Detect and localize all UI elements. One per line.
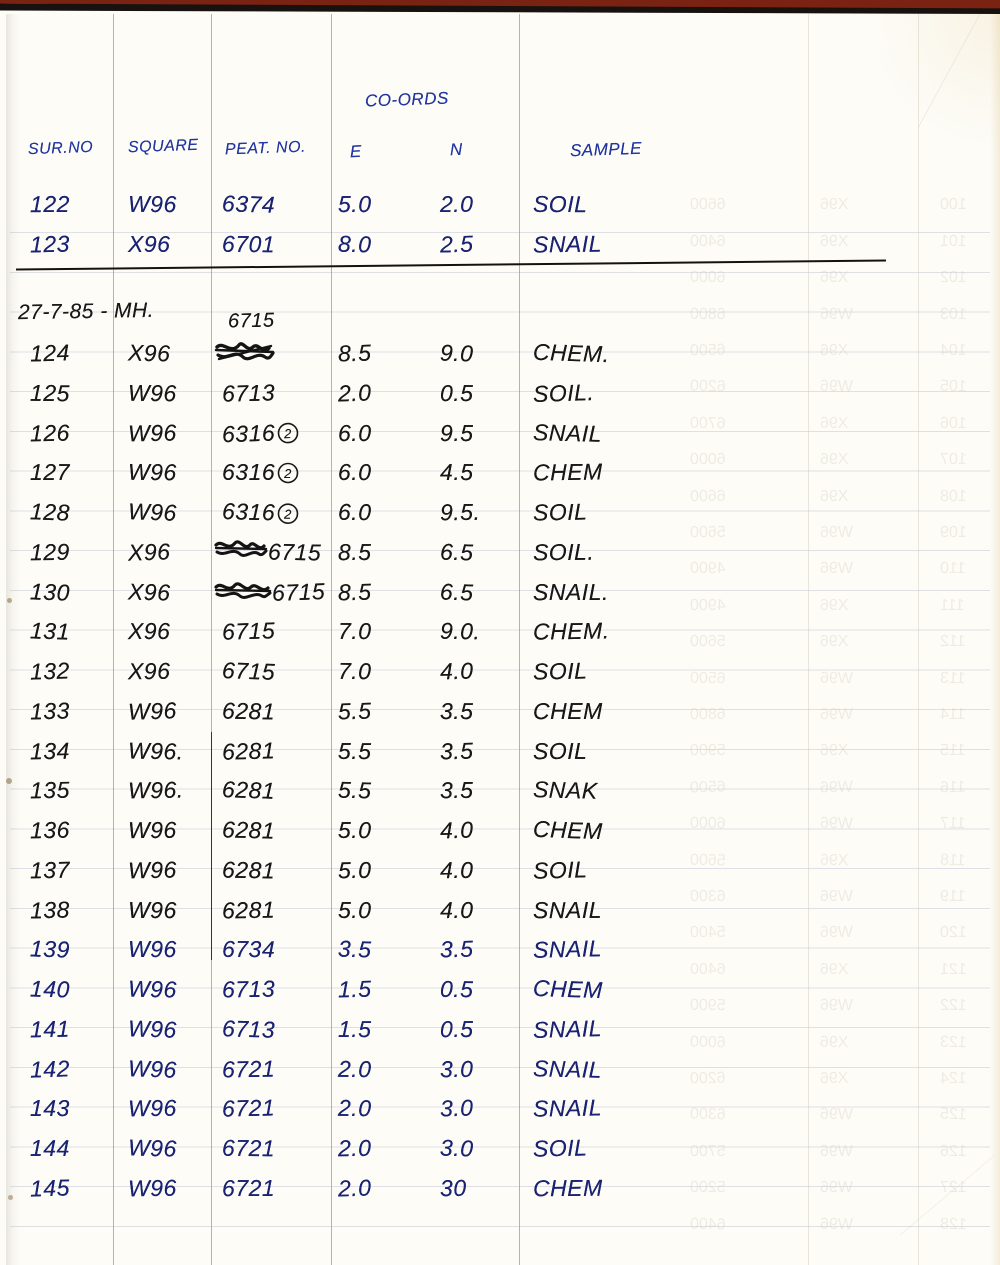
svg-text:2: 2 [283,466,292,481]
svg-text:2: 2 [283,507,292,522]
svg-text:2: 2 [283,425,292,440]
